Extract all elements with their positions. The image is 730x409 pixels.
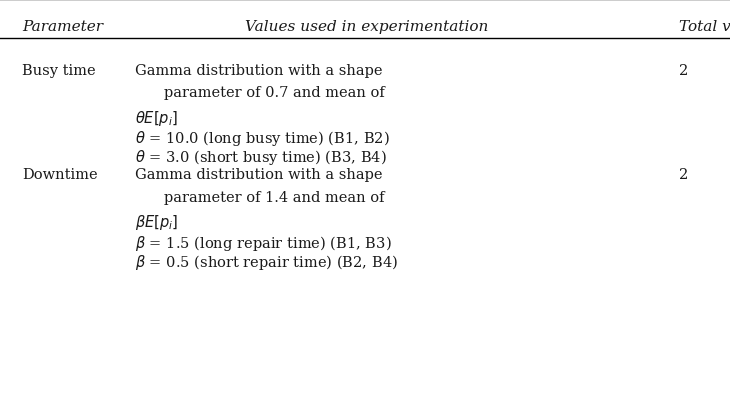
Text: parameter of 1.4 and mean of: parameter of 1.4 and mean of [164,190,385,204]
Text: Total val…: Total val… [679,20,730,34]
Text: Parameter: Parameter [22,20,103,34]
Text: $\theta$ = 3.0 (short busy time) (B3, B4): $\theta$ = 3.0 (short busy time) (B3, B4… [135,148,387,167]
Text: 2: 2 [679,63,688,77]
Text: Downtime: Downtime [22,168,98,182]
Text: Busy time: Busy time [22,63,96,77]
Text: parameter of 0.7 and mean of: parameter of 0.7 and mean of [164,86,385,100]
Text: $\beta$ = 0.5 (short repair time) (B2, B4): $\beta$ = 0.5 (short repair time) (B2, B… [135,252,398,271]
Text: $\beta E[p_i]$: $\beta E[p_i]$ [135,213,178,231]
Text: $\theta$ = 10.0 (long busy time) (B1, B2): $\theta$ = 10.0 (long busy time) (B1, B2… [135,129,390,148]
Text: $\beta$ = 1.5 (long repair time) (B1, B3): $\beta$ = 1.5 (long repair time) (B1, B3… [135,233,392,252]
Text: Values used in experimentation: Values used in experimentation [245,20,488,34]
Text: Gamma distribution with a shape: Gamma distribution with a shape [135,168,383,182]
Text: 2: 2 [679,168,688,182]
Text: $\theta E[p_i]$: $\theta E[p_i]$ [135,108,178,127]
Text: Gamma distribution with a shape: Gamma distribution with a shape [135,63,383,77]
